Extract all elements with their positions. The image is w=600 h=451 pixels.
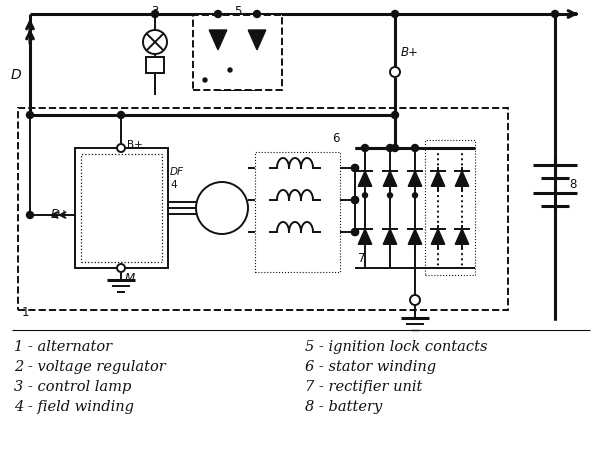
Circle shape: [390, 67, 400, 77]
Text: 3: 3: [151, 5, 158, 18]
Bar: [81, 154, 162, 262]
Circle shape: [412, 144, 419, 152]
Polygon shape: [408, 171, 422, 186]
Text: 7 - rectifier unit: 7 - rectifier unit: [305, 380, 422, 394]
Text: B+: B+: [127, 140, 143, 150]
Polygon shape: [358, 171, 372, 186]
Circle shape: [196, 182, 248, 234]
Text: M: M: [125, 272, 135, 285]
Text: 2 - voltage regulator: 2 - voltage regulator: [14, 360, 166, 374]
Text: 4: 4: [170, 180, 176, 190]
Polygon shape: [358, 229, 372, 244]
Circle shape: [151, 10, 158, 18]
Circle shape: [352, 229, 359, 235]
Polygon shape: [431, 229, 445, 244]
Circle shape: [228, 68, 232, 72]
Circle shape: [392, 111, 398, 119]
Circle shape: [386, 144, 394, 152]
Text: 6 - stator winding: 6 - stator winding: [305, 360, 436, 374]
Circle shape: [352, 197, 359, 203]
Circle shape: [215, 10, 221, 18]
Text: B+: B+: [401, 46, 419, 60]
Text: 6: 6: [332, 132, 340, 145]
Text: 2: 2: [109, 153, 115, 163]
Bar: [193, 15, 282, 90]
Circle shape: [388, 193, 392, 198]
Text: D+: D+: [51, 208, 70, 221]
Circle shape: [551, 10, 559, 18]
Text: D: D: [11, 68, 22, 82]
Circle shape: [361, 144, 368, 152]
Polygon shape: [248, 30, 266, 50]
Circle shape: [413, 193, 418, 198]
Bar: [146, 57, 164, 73]
Text: 3 - control lamp: 3 - control lamp: [14, 380, 131, 394]
Circle shape: [410, 295, 420, 305]
Bar: [18, 108, 508, 310]
Text: DF: DF: [170, 167, 184, 177]
Circle shape: [352, 165, 359, 171]
Circle shape: [392, 144, 398, 152]
Circle shape: [362, 193, 367, 198]
Polygon shape: [455, 171, 469, 186]
Polygon shape: [383, 229, 397, 244]
Polygon shape: [431, 171, 445, 186]
Text: 4 - field winding: 4 - field winding: [14, 400, 134, 414]
Text: 5 - ignition lock contacts: 5 - ignition lock contacts: [305, 340, 487, 354]
Text: 8 - battery: 8 - battery: [305, 400, 382, 414]
Circle shape: [392, 10, 398, 18]
Polygon shape: [383, 171, 397, 186]
Polygon shape: [209, 30, 227, 50]
Circle shape: [254, 10, 260, 18]
Text: 1: 1: [22, 306, 29, 319]
Polygon shape: [408, 229, 422, 244]
Circle shape: [26, 111, 34, 119]
Bar: [75, 148, 168, 268]
Bar: [255, 152, 340, 272]
Text: 7: 7: [358, 252, 365, 265]
Bar: [425, 140, 475, 275]
Text: 8: 8: [569, 179, 577, 192]
Text: 1 - alternator: 1 - alternator: [14, 340, 112, 354]
Circle shape: [352, 197, 359, 203]
Circle shape: [203, 78, 207, 82]
Circle shape: [117, 144, 125, 152]
Polygon shape: [455, 229, 469, 244]
Circle shape: [117, 264, 125, 272]
Circle shape: [143, 30, 167, 54]
Circle shape: [118, 111, 125, 119]
Circle shape: [352, 229, 359, 235]
Text: 5: 5: [234, 5, 241, 18]
Circle shape: [26, 212, 34, 218]
Circle shape: [352, 165, 359, 171]
